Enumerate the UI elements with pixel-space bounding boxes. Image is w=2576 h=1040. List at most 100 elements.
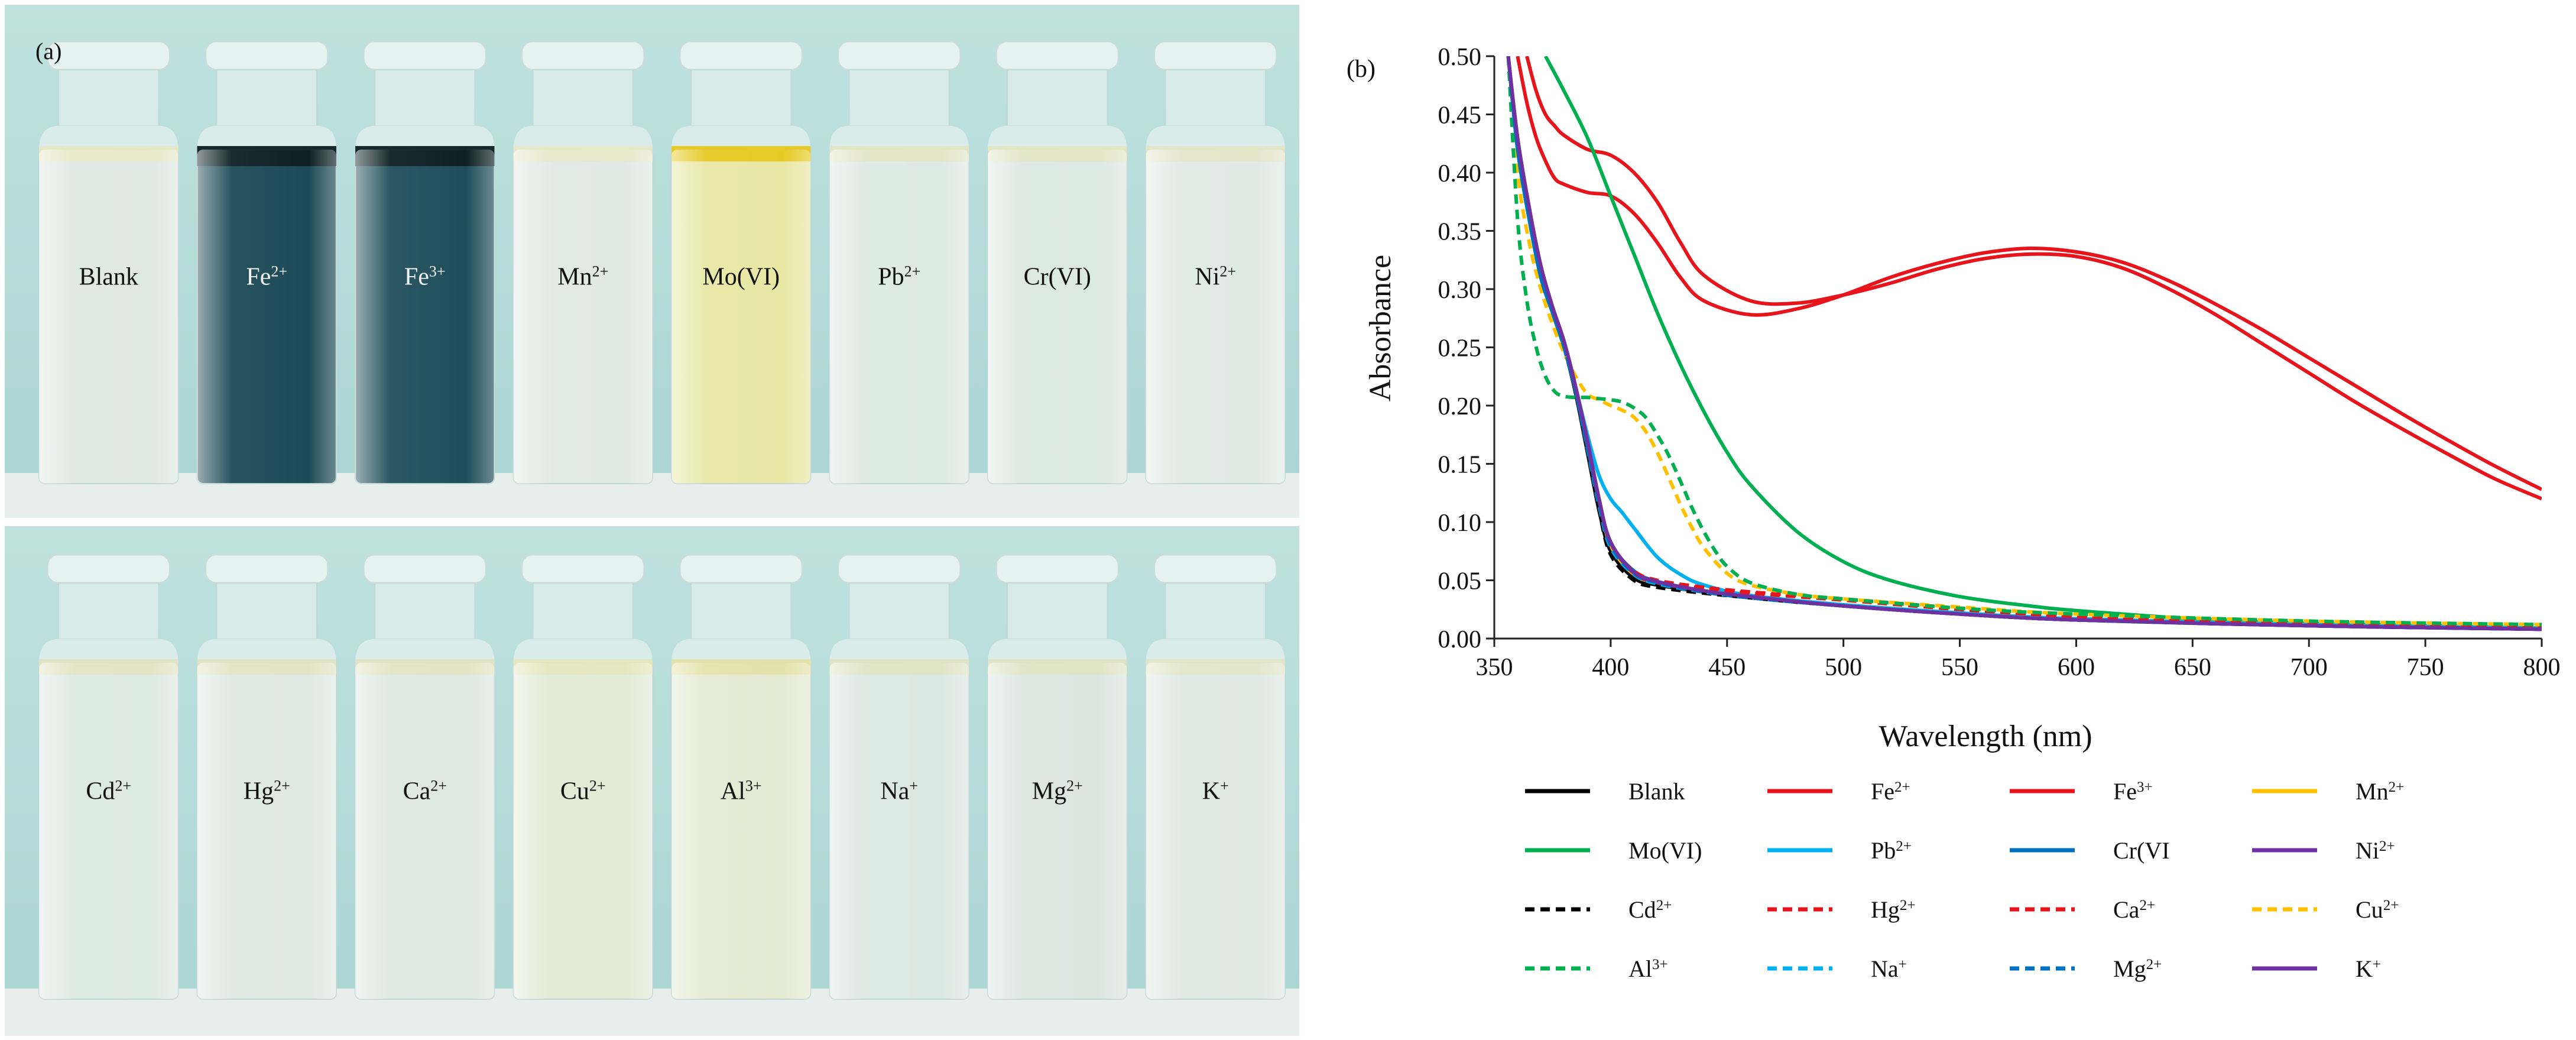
legend-item-ni2-plus: Ni2+ (2252, 837, 2395, 864)
legend-label: Fe3+ (2113, 778, 2153, 805)
legend-item-cu2-plus: Cu2+ (2252, 896, 2399, 923)
vial-label-fe3-plus: Fe3+ (404, 263, 446, 291)
vial-mo-vi: Mo(VI) (671, 40, 812, 484)
y-tick-label: 0.40 (1438, 160, 1482, 187)
series-line-fe2-plus (1525, 56, 2542, 501)
legend-item-mg2-plus: Mg2+ (2010, 955, 2162, 982)
x-tick-label: 750 (2407, 654, 2444, 681)
legend-item-na-plus: Na+ (1767, 955, 1907, 982)
legend-label: Fe2+ (1871, 778, 1910, 805)
legend-item-k-plus: K+ (2252, 955, 2381, 982)
y-tick-label: 0.50 (1438, 44, 1482, 71)
vial-label-al3-plus: Al3+ (721, 777, 762, 805)
vial-label-fe2-plus: Fe2+ (246, 263, 287, 291)
series-line-al3-plus (1506, 56, 2542, 627)
series-line-na-plus (1506, 56, 2542, 631)
vial-label-k-plus: K+ (1202, 777, 1229, 805)
vial-label-na-plus: Na+ (880, 777, 918, 805)
vial-hg2-plus: Hg2+ (196, 553, 337, 1000)
x-tick-label: 650 (2174, 654, 2211, 681)
x-axis-label: Wavelength (nm) (1879, 720, 2092, 753)
series-line-fe3-plus (1516, 56, 2542, 491)
y-tick-label: 0.05 (1438, 568, 1482, 595)
series-line-cu2-plus (1506, 56, 2542, 627)
vial-pb2-plus: Pb2+ (829, 40, 969, 484)
vial-label-mg2-plus: Mg2+ (1032, 777, 1083, 805)
legend-label: Cu2+ (2356, 896, 2399, 923)
x-tick-label: 500 (1825, 654, 1862, 681)
legend-label: Mn2+ (2356, 778, 2404, 805)
panel-b-label: (b) (1347, 56, 1375, 83)
legend-label: Blank (1628, 778, 1685, 805)
legend: Blank Fe2+ Fe3+ Mn2+ Mo(VI) Pb2+ Cr(VI Ni2+ Cd2+… (1525, 778, 2404, 982)
y-tick-label: 0.30 (1438, 277, 1482, 304)
legend-label: Pb2+ (1871, 837, 1912, 864)
x-tick-label: 400 (1592, 654, 1629, 681)
legend-item-mo-vi: Mo(VI) (1525, 837, 1702, 864)
y-tick-label: 0.45 (1438, 102, 1482, 129)
vial-k-plus: K+ (1145, 553, 1286, 1000)
y-tick-label: 0.25 (1438, 335, 1482, 362)
series-line-hg2-plus (1506, 56, 2542, 630)
legend-item-pb2-plus: Pb2+ (1767, 837, 1912, 864)
legend-label: Na+ (1871, 955, 1907, 982)
legend-item-mn2-plus: Mn2+ (2252, 778, 2404, 805)
vial-al3-plus: Al3+ (671, 553, 812, 1000)
legend-item-fe2-plus: Fe2+ (1767, 778, 1910, 805)
vial-cu2-plus: Cu2+ (512, 553, 653, 1000)
vial-label-cu2-plus: Cu2+ (560, 777, 606, 805)
vial-mn2-plus: Mn2+ (512, 40, 653, 484)
y-tick-label: 0.10 (1438, 510, 1482, 537)
vial-label-mn2-plus: Mn2+ (557, 263, 608, 291)
y-tick-label: 0.15 (1438, 452, 1482, 479)
series-line-mo-vi (1543, 56, 2542, 630)
vial-label-cd2-plus: Cd2+ (86, 777, 131, 805)
vial-label-ni2-plus: Ni2+ (1195, 263, 1236, 291)
y-tick-label: 0.35 (1438, 219, 1482, 246)
vial-ni2-plus: Ni2+ (1145, 40, 1286, 484)
vial-fe2-plus: Fe2+ (196, 40, 337, 484)
x-tick-label: 350 (1476, 654, 1513, 681)
y-tick-label: 0.20 (1438, 393, 1482, 420)
y-tick-label: 0.00 (1438, 626, 1482, 653)
vial-label-hg2-plus: Hg2+ (244, 777, 290, 805)
legend-item-al3-plus: Al3+ (1525, 955, 1668, 982)
legend-item-cr-vi: Cr(VI (2010, 837, 2170, 864)
legend-item-fe3-plus: Fe3+ (2010, 778, 2153, 805)
series-line-cd2-plus (1506, 56, 2542, 631)
plot-area (1506, 56, 2542, 631)
x-tick-label: 700 (2291, 654, 2328, 681)
series-line-k-plus (1506, 56, 2542, 631)
vial-cd2-plus: Cd2+ (38, 553, 179, 1000)
x-tick-label: 550 (1941, 654, 1978, 681)
series-line-mg2-plus (1506, 56, 2542, 631)
x-tick-label: 600 (2058, 654, 2095, 681)
series-line-ni2-plus (1506, 56, 2542, 631)
vial-label-cr-vi: Cr(VI) (1024, 263, 1091, 290)
vial-blank: Blank (38, 40, 179, 484)
legend-item-hg2-plus: Hg2+ (1767, 896, 1916, 923)
vial-label-blank: Blank (79, 263, 138, 290)
panel-a-label: (a) (35, 38, 61, 64)
legend-item-blank: Blank (1525, 778, 1685, 805)
absorbance-chart: (b) 0.00 0.05 0.10 0.15 0.20 0.25 0.30 0.35 0.40… (1347, 44, 2561, 982)
vial-photograph: Blank Fe2+ Fe3+ Mn2+ Mo(VI) Pb2+ Cr(VI) Ni2+ Cd… (5, 5, 1299, 1036)
series-line-ca2-plus (1506, 56, 2542, 630)
x-tick-label: 800 (2523, 654, 2561, 681)
legend-label: Cd2+ (1628, 896, 1672, 923)
legend-item-cd2-plus: Cd2+ (1525, 896, 1672, 923)
vial-fe3-plus: Fe3+ (355, 40, 495, 484)
vial-label-mo-vi: Mo(VI) (702, 263, 780, 290)
series-line-blank (1506, 56, 2542, 631)
legend-label: Mo(VI) (1628, 837, 1702, 864)
legend-label: Al3+ (1628, 955, 1668, 982)
legend-label: K+ (2356, 955, 2381, 982)
series-line-mn2-plus (1506, 56, 2542, 630)
x-tick-label: 450 (1708, 654, 1746, 681)
legend-label: Ca2+ (2113, 896, 2155, 923)
legend-label: Ni2+ (2356, 837, 2395, 864)
legend-label: Hg2+ (1871, 896, 1916, 923)
legend-label: Mg2+ (2113, 955, 2162, 982)
vial-na-plus: Na+ (829, 553, 969, 1000)
